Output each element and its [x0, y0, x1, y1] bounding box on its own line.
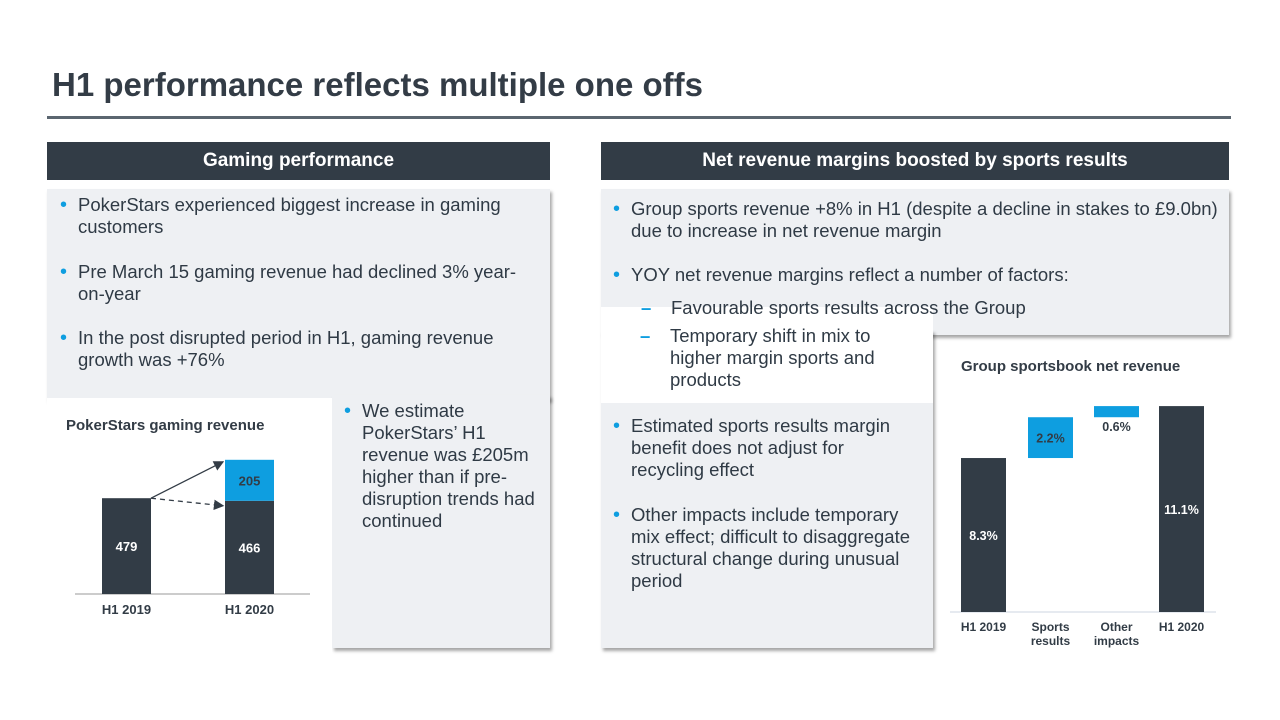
- net-revenue-header: Net revenue margins boosted by sports re…: [601, 142, 1229, 180]
- bullet: • Estimated sports results margin benefit…: [613, 415, 891, 480]
- bullet-text: Pre March 15 gaming revenue had declined…: [78, 261, 517, 304]
- tick-label: Other: [1100, 620, 1132, 634]
- gaming-side-panel: [332, 395, 550, 648]
- bullet-text: PokerStars experienced biggest increase …: [78, 194, 501, 237]
- data-label: 2.2%: [1036, 432, 1065, 446]
- data-label: 205: [239, 473, 261, 488]
- tick-label: H1 2020: [1159, 620, 1205, 634]
- bullet: • Group sports revenue +8% in H1 (despite…: [613, 198, 1218, 241]
- bar: [1028, 417, 1073, 459]
- bullet-text: In the post disrupted period in H1, gami…: [78, 327, 494, 370]
- bullet: • YOY net revenue margins reflect a numbe…: [613, 264, 1069, 286]
- bullet: • We estimate PokerStars’ H1 revenue was …: [344, 400, 535, 531]
- tick-label: H1 2020: [225, 602, 274, 617]
- bullet: • PokerStars experienced biggest increase…: [60, 194, 501, 237]
- bullet-text: Favourable sports results across the Gro…: [671, 297, 1026, 318]
- bullet-text: Estimated sports results margin benefit …: [631, 415, 891, 480]
- bar-base: [102, 498, 151, 594]
- bullet-text: Group sports revenue +8% in H1 (despite …: [631, 198, 1218, 241]
- bullet: • Pre March 15 gaming revenue had decline…: [60, 261, 517, 304]
- bar: [961, 458, 1006, 612]
- gaming-panel: [47, 189, 550, 400]
- bar-uplift: [225, 459, 274, 501]
- sub-bullet: – Temporary shift in mix to higher margin…: [640, 325, 875, 390]
- bullet: • Other impacts include temporary mix eff…: [613, 504, 911, 591]
- data-label: 466: [239, 540, 261, 555]
- tick-label: H1 2019: [102, 602, 151, 617]
- tick-label: impacts: [1094, 634, 1140, 648]
- data-label: 11.1%: [1164, 503, 1199, 517]
- trend-arrow: [150, 461, 225, 499]
- bullet-text: YOY net revenue margins reflect a number…: [631, 264, 1069, 285]
- page-title: H1 performance reflects multiple one off…: [52, 66, 703, 103]
- data-label: 479: [116, 539, 138, 554]
- chart-title: Group sportsbook net revenue: [961, 358, 1181, 375]
- bar: [1094, 406, 1139, 418]
- gaming-performance-header: Gaming performance: [47, 142, 550, 180]
- bar-base: [225, 500, 274, 594]
- tick-label: Sports: [1031, 620, 1069, 634]
- bar: [1159, 406, 1204, 612]
- chart-title: PokerStars gaming revenue: [66, 417, 265, 434]
- data-label: 8.3%: [969, 529, 998, 543]
- bullet: • In the post disrupted period in H1, gam…: [60, 327, 494, 370]
- data-label: 0.6%: [1102, 420, 1131, 434]
- tick-label: H1 2019: [961, 620, 1007, 634]
- bullet-text: Other impacts include temporary mix effe…: [631, 504, 911, 591]
- tick-label: results: [1031, 634, 1071, 648]
- bullet-text: Temporary shift in mix to higher margin …: [670, 325, 875, 390]
- bullet-text: We estimate PokerStars’ H1 revenue was £…: [362, 400, 535, 531]
- pre-disruption-arrow: [150, 497, 225, 511]
- title-divider: [47, 116, 1231, 119]
- sub-bullet: – Favourable sports results across the Gr…: [641, 297, 1026, 318]
